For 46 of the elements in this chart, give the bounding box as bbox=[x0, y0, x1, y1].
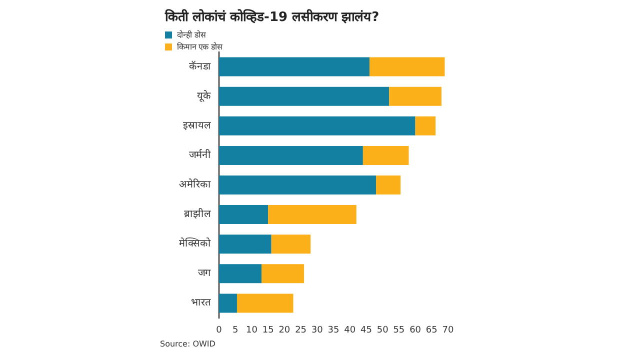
y-tick-label: जर्मनी bbox=[189, 148, 211, 161]
x-tick-label: 45 bbox=[360, 326, 372, 336]
y-tick-label: यूके bbox=[197, 90, 211, 102]
bar bbox=[219, 264, 262, 284]
x-tick-label: 50 bbox=[376, 326, 389, 336]
x-tick-label: 60 bbox=[410, 326, 422, 336]
bar bbox=[219, 146, 363, 165]
bar bbox=[376, 176, 401, 194]
x-tick-label: 30 bbox=[311, 326, 324, 336]
x-tick-label: 55 bbox=[393, 326, 405, 336]
bar bbox=[219, 205, 268, 224]
bar bbox=[219, 176, 376, 194]
y-tick-label: भारत bbox=[191, 298, 211, 309]
bar bbox=[415, 116, 436, 136]
bar bbox=[268, 205, 356, 224]
x-tick-label: 25 bbox=[295, 326, 307, 336]
bar bbox=[236, 294, 294, 313]
x-tick-label: 40 bbox=[344, 326, 356, 336]
bar bbox=[389, 86, 442, 106]
bar bbox=[362, 146, 409, 165]
x-tick-label: 0 bbox=[216, 326, 222, 336]
bar bbox=[219, 57, 370, 76]
bar bbox=[219, 116, 416, 136]
legend-label: दोन्ही डोस bbox=[177, 30, 207, 40]
bar bbox=[219, 234, 272, 254]
y-tick-label: जग bbox=[198, 268, 211, 280]
y-tick-label: मेक्सिको bbox=[179, 238, 211, 250]
x-tick-label: 5 bbox=[232, 326, 238, 336]
x-tick-label: 15 bbox=[262, 326, 274, 336]
bar bbox=[271, 234, 311, 254]
y-tick-label: कॅनडा bbox=[189, 60, 211, 72]
x-tick-label: 20 bbox=[278, 326, 290, 336]
source-note: Source: OWID bbox=[160, 340, 216, 348]
bar bbox=[219, 294, 237, 313]
y-tick-label: इस्रायल bbox=[183, 120, 211, 132]
x-tick-label: 70 bbox=[442, 326, 454, 336]
chart-title: किती लोकांचं कोव्हिड-19 लसीकरण झालंय? bbox=[164, 9, 380, 25]
legend-label: किमान एक डोस bbox=[177, 42, 224, 52]
x-tick-label: 10 bbox=[246, 326, 258, 336]
y-tick-label: अमेरिका bbox=[179, 178, 211, 190]
x-tick-label: 65 bbox=[426, 326, 438, 336]
bar bbox=[369, 57, 445, 76]
bar bbox=[262, 264, 304, 284]
y-tick-label: ब्राझील bbox=[184, 208, 211, 220]
x-tick-label: 35 bbox=[328, 326, 340, 336]
bar bbox=[219, 86, 390, 106]
